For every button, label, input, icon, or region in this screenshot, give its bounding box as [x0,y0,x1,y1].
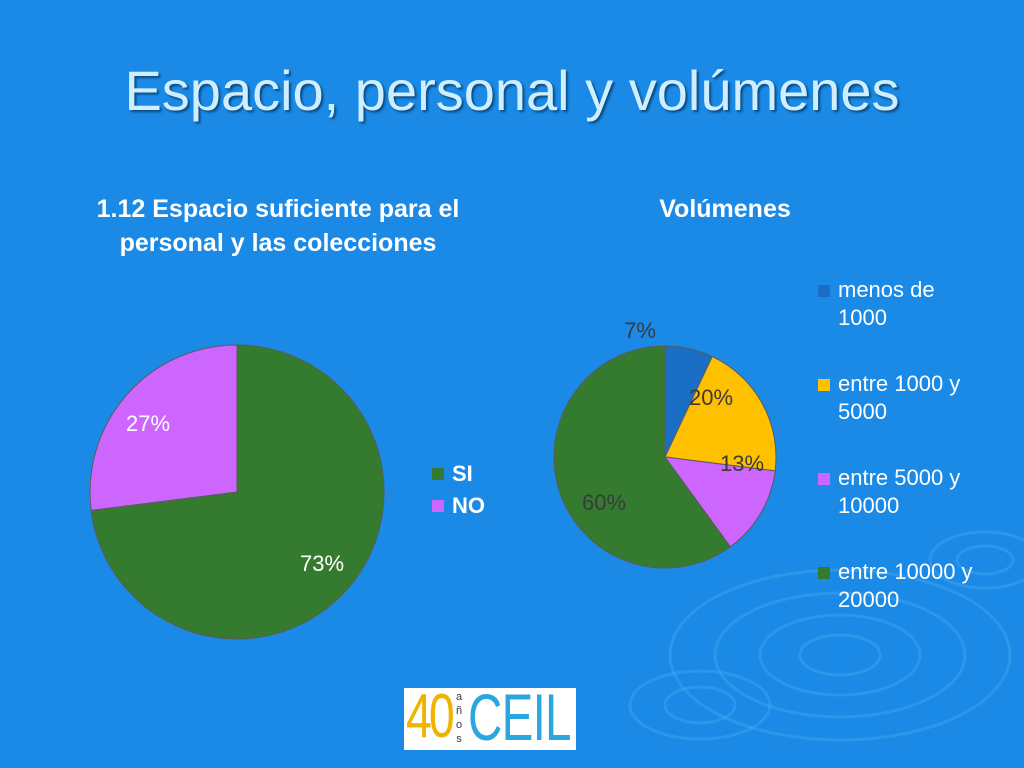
slide-title: Espacio, personal y volúmenes [124,59,900,122]
chart1-legend: SI NO [432,460,485,524]
pie-slice-entre-10000-y-20000 [553,345,731,569]
legend-swatch-5000-10000 [818,473,830,485]
pie-label-entre-10000-y-20000: 60% [582,490,626,515]
logo-anos: años [455,691,463,745]
legend-label-si: SI [452,461,473,486]
pie-slice-entre-1000-y-5000 [664,355,777,472]
legend-label-menos-1000: menos de 1000 [838,277,935,330]
legend-label-1000-5000: entre 1000 y 5000 [838,371,961,424]
logo-name: CEIL [468,688,571,750]
legend-label-5000-10000: entre 5000 y 10000 [838,465,961,518]
legend-label-10000-20000: entre 10000 y 20000 [838,559,973,612]
legend-item-si: SI [432,460,485,488]
pie-label-entre-1000-y-5000: 20% [689,385,733,410]
pie-label-no: 27% [126,411,170,436]
legend-swatch-10000-20000 [818,567,830,579]
legend-swatch-no [432,500,444,512]
pie-slice-no [89,344,238,511]
logo-number: 40 [406,688,455,750]
legend-item-menos-1000: menos de 1000 [818,276,988,340]
pie-label-entre-5000-y-10000: 13% [720,451,764,476]
legend-swatch-1000-5000 [818,379,830,391]
pie-slice-si [90,344,385,640]
pie-slice-entre-5000-y-10000 [663,456,776,548]
legend-item-10000-20000: entre 10000 y 20000 [818,558,988,614]
ceil-40-anos-logo: 40 años CEIL [404,688,576,750]
legend-swatch-menos-1000 [818,285,830,297]
legend-item-no: NO [432,492,485,520]
chart1-title: 1.12 Espacio suficiente para el personal… [96,195,460,257]
pie-label-si: 73% [300,551,344,576]
chart2-legend: menos de 1000 entre 1000 y 5000 entre 50… [818,276,988,614]
legend-label-no: NO [452,493,485,518]
legend-item-1000-5000: entre 1000 y 5000 [818,370,988,434]
legend-item-5000-10000: entre 5000 y 10000 [818,464,988,528]
chart2-title: Volúmenes [659,195,791,223]
legend-swatch-si [432,468,444,480]
pie-label-menos-de-1000: 7% [624,318,656,343]
